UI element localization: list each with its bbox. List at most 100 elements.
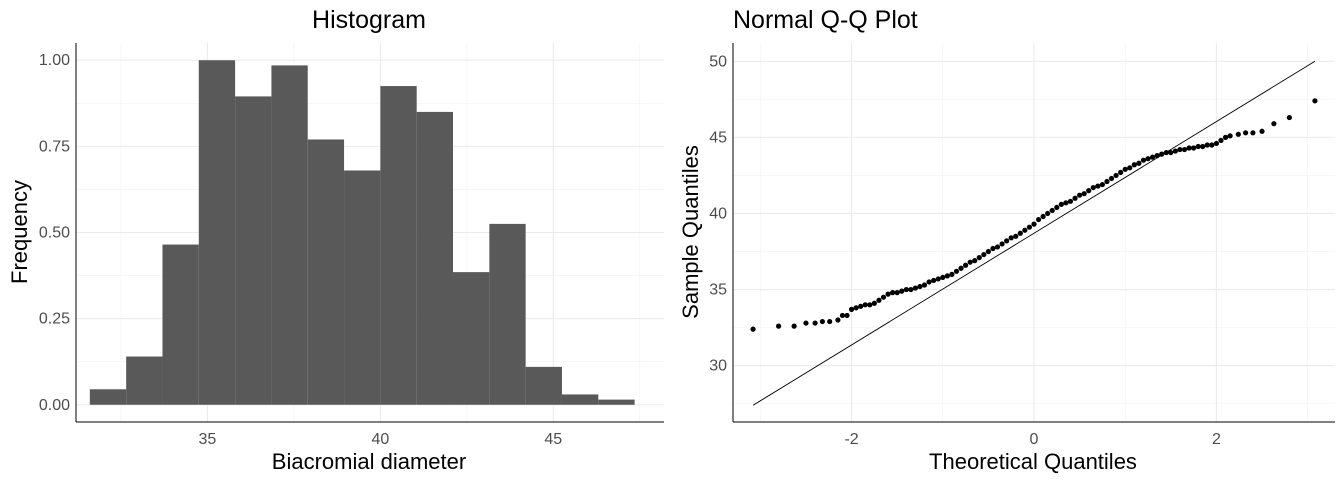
qq-point (1140, 157, 1147, 163)
qq-point (867, 302, 873, 308)
qq-point (803, 320, 809, 326)
x-tick-label: 45 (544, 431, 562, 448)
histogram-bar (561, 394, 599, 405)
qq-point (1067, 198, 1074, 204)
qq-point (1108, 175, 1115, 182)
y-tick-label: 30 (709, 358, 727, 375)
qq-point (1259, 128, 1265, 134)
histogram-bar (489, 223, 526, 405)
qq-point (1035, 216, 1042, 223)
qq-point (1072, 195, 1078, 201)
y-tick-label: 0.75 (39, 138, 70, 155)
qq-point (990, 245, 996, 252)
histogram-bar (598, 399, 635, 405)
qq-point (1250, 130, 1256, 136)
qq-point (1131, 162, 1137, 168)
histogram-bar (344, 170, 381, 405)
qq-point (827, 318, 833, 325)
qq-point (871, 300, 877, 306)
qq-point (972, 258, 978, 264)
qq-point (1222, 134, 1229, 140)
qq-point (1017, 230, 1023, 236)
x-tick-label: 40 (371, 431, 389, 448)
qq-point (908, 286, 914, 293)
qq-point (1049, 207, 1055, 214)
qq-point (1154, 153, 1160, 159)
histogram-bar (416, 111, 454, 405)
qq-point (1191, 145, 1197, 151)
y-tick-label: 50 (709, 53, 727, 70)
qq-point (953, 268, 960, 274)
qq-point (1235, 131, 1241, 137)
qq-point (876, 297, 882, 303)
qq-point (1195, 143, 1201, 150)
qq-point (885, 291, 891, 297)
qq-point (1022, 227, 1028, 233)
qq-point (1081, 191, 1087, 197)
qq-point (1122, 166, 1128, 172)
qq-point (819, 318, 825, 325)
qq-plot-points (750, 98, 1318, 332)
histogram-bar (307, 139, 345, 405)
qq-point (1209, 142, 1215, 148)
qq-point (903, 286, 909, 293)
histogram-bars (89, 60, 635, 405)
qq-point (1054, 204, 1060, 210)
qq-point (976, 255, 982, 261)
qq-point (1031, 221, 1037, 227)
qq-point (1008, 235, 1014, 241)
qq-point (1104, 178, 1110, 185)
qq-point (917, 283, 923, 290)
qq-point (944, 273, 950, 279)
qq-point (1127, 165, 1133, 171)
histogram-bar (271, 65, 308, 405)
qq-point (1204, 142, 1210, 148)
qq-point (858, 303, 864, 309)
histogram-bar (453, 272, 490, 405)
qq-point (750, 326, 756, 332)
qq-point (791, 323, 797, 329)
histogram-bar (380, 86, 417, 405)
qq-point (1218, 137, 1224, 144)
qq-point (985, 248, 991, 255)
qq-point (1149, 154, 1156, 160)
qq-point (848, 306, 855, 312)
qq-plot-title: Normal Q-Q Plot (733, 6, 918, 34)
qq-point (1058, 201, 1064, 207)
qq-reference-line (752, 60, 1316, 406)
qq-point (931, 277, 937, 284)
y-tick-label: 35 (709, 282, 727, 299)
qq-point (835, 317, 841, 323)
qq-point (926, 279, 932, 285)
qq-point (1168, 149, 1174, 156)
qq-point (962, 262, 969, 268)
qq-point (1286, 114, 1292, 121)
qq-plot-panel: -2 0 2 30 35 40 45 50 Normal Q-Q Plot Theoretic… (678, 6, 1335, 474)
histogram-y-axis-title: Frequency (7, 180, 32, 284)
qq-point (1095, 183, 1101, 189)
qq-point (912, 285, 919, 291)
qq-point (949, 271, 955, 277)
qq-point (890, 290, 896, 296)
qq-plot-tick-labels: -2 0 2 30 35 40 45 50 (709, 53, 1221, 448)
qq-point (1172, 148, 1178, 154)
histogram-panel: 35 40 45 0.00 0.25 0.50 0.75 1.00 Histogram Bia… (7, 6, 664, 474)
qq-point (1312, 98, 1318, 104)
qq-point (981, 251, 987, 258)
histogram-bar (235, 96, 272, 405)
qq-plot-grid (733, 43, 1335, 422)
x-tick-label: -2 (844, 431, 858, 448)
qq-point (1186, 145, 1192, 151)
qq-plot-x-axis-title: Theoretical Quantiles (929, 449, 1137, 474)
qq-point (1213, 140, 1220, 147)
qq-point (1040, 213, 1046, 220)
qq-point (1004, 238, 1010, 244)
y-tick-label: 45 (709, 129, 727, 146)
histogram-bar (89, 389, 127, 405)
qq-point (1090, 184, 1096, 191)
histogram-title: Histogram (312, 6, 426, 34)
qq-point (1200, 143, 1206, 150)
qq-point (1118, 169, 1124, 175)
histogram-tick-labels: 35 40 45 0.00 0.25 0.50 0.75 1.00 (39, 52, 562, 448)
qq-point (1045, 210, 1051, 217)
